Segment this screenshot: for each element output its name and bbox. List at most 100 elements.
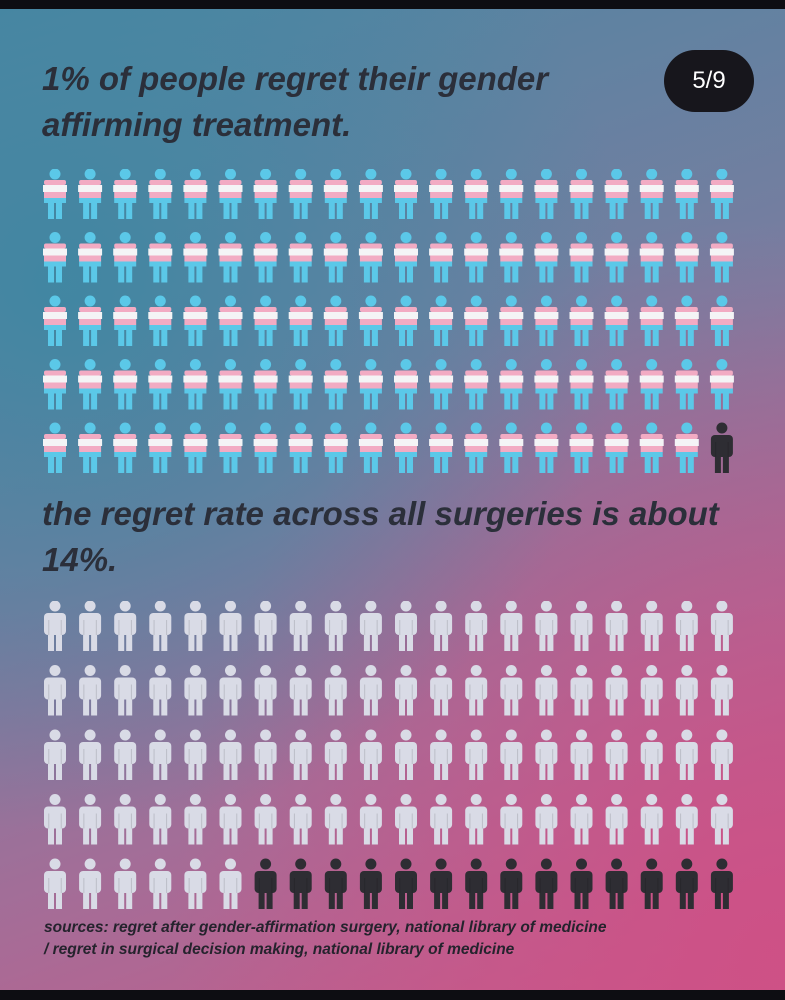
person-icon (79, 858, 102, 909)
person-icon (44, 665, 66, 716)
person-icon (114, 794, 137, 845)
person-icon (465, 665, 488, 716)
person-icon (288, 295, 313, 346)
person-icon (324, 665, 347, 716)
person-icon (184, 858, 207, 909)
person-icon (183, 169, 208, 219)
person-icon (288, 169, 313, 219)
person-icon (675, 729, 698, 780)
person-icon (535, 729, 558, 780)
person-icon (605, 729, 628, 780)
person-icon (604, 232, 629, 283)
person-icon (289, 794, 312, 845)
person-icon (605, 794, 628, 845)
person-icon (395, 601, 417, 651)
person-icon (219, 665, 242, 716)
person-icon (640, 729, 663, 780)
page-indicator-badge[interactable]: 5/9 (664, 50, 754, 112)
person-icon (535, 601, 558, 651)
person-icon (324, 601, 347, 651)
person-icon (324, 794, 347, 845)
person-icon-highlighted (430, 858, 453, 909)
person-icon (43, 422, 67, 473)
person-icon (710, 601, 733, 651)
person-icon (358, 359, 383, 410)
person-icon (113, 359, 138, 410)
person-icon (183, 359, 208, 410)
person-icon (148, 295, 173, 346)
person-icon (289, 665, 312, 716)
person-icon (535, 794, 558, 845)
person-icon (604, 169, 629, 219)
person-icon (253, 359, 278, 410)
person-icon (79, 794, 102, 845)
person-icon (254, 601, 277, 651)
person-icon (500, 794, 523, 845)
person-icon (569, 422, 594, 473)
person-icon (569, 169, 594, 219)
person-icon (43, 232, 67, 283)
person-icon (710, 729, 733, 780)
chart-1-title: 1% of people regret their gender affirmi… (42, 60, 549, 143)
person-icon (500, 601, 523, 651)
person-icon-highlighted (395, 858, 417, 909)
person-icon (465, 601, 488, 651)
person-icon (464, 422, 489, 473)
person-icon (114, 665, 137, 716)
person-icon (44, 794, 66, 845)
person-icon (429, 422, 454, 473)
person-icon (569, 232, 594, 283)
person-icon (710, 794, 733, 845)
person-icon (639, 169, 664, 219)
person-icon (358, 232, 383, 283)
source-line-2: / regret in surgical decision making, na… (44, 941, 515, 958)
source-line-1: sources: regret after gender-affirmation… (44, 919, 607, 936)
person-icon (323, 169, 348, 219)
person-icon (78, 295, 103, 346)
person-icon (535, 665, 558, 716)
person-icon (639, 359, 664, 410)
person-icon (149, 858, 172, 909)
person-icon (149, 665, 172, 716)
person-icon (709, 232, 734, 283)
person-icon (148, 169, 173, 219)
person-icon (113, 422, 138, 473)
person-icon (570, 665, 593, 716)
person-icon (113, 169, 138, 219)
person-icon (395, 729, 417, 780)
person-icon (44, 858, 66, 909)
person-icon (709, 295, 734, 346)
pictogram-treatment-regret (43, 169, 734, 473)
person-icon (605, 665, 628, 716)
person-icon (465, 729, 488, 780)
person-icon-highlighted (254, 858, 277, 909)
person-icon (429, 359, 454, 410)
person-icon (464, 295, 489, 346)
person-icon (499, 422, 524, 473)
person-icon (218, 232, 243, 283)
person-icon (499, 232, 524, 283)
person-icon-highlighted (535, 858, 558, 909)
person-icon (149, 794, 172, 845)
person-icon (254, 729, 277, 780)
person-icon-highlighted (640, 858, 663, 909)
person-icon (675, 665, 698, 716)
person-icon (640, 601, 663, 651)
person-icon (219, 729, 242, 780)
person-icon (570, 729, 593, 780)
person-icon (674, 422, 699, 473)
person-icon (358, 169, 383, 219)
person-icon (44, 729, 66, 780)
person-icon (569, 295, 594, 346)
person-icon (183, 422, 208, 473)
person-icon (184, 601, 207, 651)
person-icon (675, 794, 698, 845)
person-icon (288, 232, 313, 283)
person-icon (394, 232, 418, 283)
pictogram-all-surgeries-regret (44, 601, 733, 909)
person-icon (358, 422, 383, 473)
person-icon (43, 169, 67, 219)
person-icon (148, 232, 173, 283)
person-icon (639, 232, 664, 283)
person-icon (709, 169, 734, 219)
